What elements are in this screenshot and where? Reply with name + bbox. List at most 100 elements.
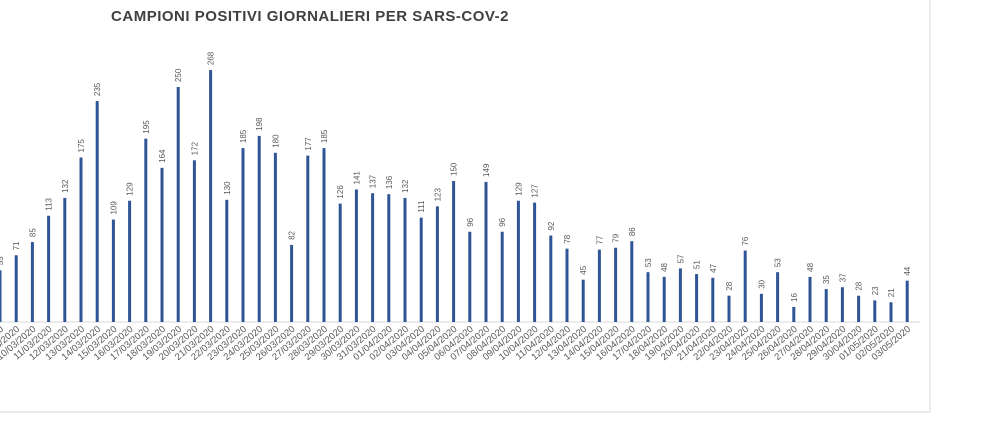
bar bbox=[209, 70, 213, 322]
value-label: 44 bbox=[903, 266, 912, 275]
value-label: 130 bbox=[223, 181, 232, 195]
bar bbox=[257, 135, 261, 322]
value-label: 79 bbox=[612, 233, 621, 242]
value-label: 172 bbox=[190, 141, 199, 155]
value-label: 132 bbox=[401, 179, 410, 193]
value-label: 86 bbox=[628, 227, 637, 236]
value-label: 21 bbox=[887, 288, 896, 297]
value-label: 78 bbox=[563, 234, 572, 243]
bar bbox=[290, 244, 294, 322]
bar bbox=[565, 248, 569, 322]
bar bbox=[95, 101, 99, 322]
value-label: 141 bbox=[352, 171, 361, 185]
value-label: 198 bbox=[255, 117, 264, 131]
bar bbox=[403, 197, 407, 322]
value-label: 16 bbox=[790, 293, 799, 302]
bar bbox=[533, 202, 537, 322]
bar bbox=[678, 268, 682, 322]
value-label: 235 bbox=[93, 82, 102, 96]
value-label: 51 bbox=[693, 260, 702, 269]
bar bbox=[0, 270, 2, 322]
bar bbox=[322, 148, 326, 322]
bar bbox=[306, 155, 310, 322]
value-label: 53 bbox=[644, 258, 653, 267]
value-label: 149 bbox=[482, 163, 491, 177]
value-label: 129 bbox=[514, 182, 523, 196]
value-label: 195 bbox=[142, 120, 151, 134]
value-label: 180 bbox=[271, 134, 280, 148]
bar bbox=[695, 274, 699, 322]
value-label: 48 bbox=[660, 262, 669, 271]
bar bbox=[160, 167, 164, 322]
bar bbox=[646, 272, 650, 322]
value-label: 185 bbox=[320, 129, 329, 143]
value-label: 82 bbox=[288, 230, 297, 239]
bar bbox=[144, 138, 148, 322]
bar bbox=[452, 181, 456, 322]
bar bbox=[759, 293, 763, 322]
value-label: 109 bbox=[109, 201, 118, 215]
chart-title: CAMPIONI POSITIVI GIORNALIERI PER SARS-C… bbox=[111, 8, 509, 25]
value-label: 250 bbox=[174, 68, 183, 82]
bar bbox=[743, 250, 747, 322]
value-label: 185 bbox=[239, 129, 248, 143]
value-label: 35 bbox=[822, 275, 831, 284]
bar bbox=[484, 181, 488, 322]
value-label: 37 bbox=[838, 273, 847, 282]
bar bbox=[14, 255, 18, 322]
bar bbox=[614, 247, 618, 322]
bar bbox=[630, 241, 634, 322]
value-label: 123 bbox=[433, 187, 442, 201]
value-label: 28 bbox=[725, 281, 734, 290]
bar bbox=[597, 249, 601, 322]
bar bbox=[500, 231, 504, 322]
bar bbox=[792, 306, 796, 322]
bar bbox=[30, 242, 34, 322]
value-label: 129 bbox=[126, 182, 135, 196]
value-label: 76 bbox=[741, 236, 750, 245]
bar bbox=[47, 215, 51, 322]
value-label: 30 bbox=[757, 279, 766, 288]
value-label: 47 bbox=[709, 263, 718, 272]
value-label: 136 bbox=[385, 175, 394, 189]
value-label: 71 bbox=[12, 241, 21, 250]
value-label: 177 bbox=[304, 137, 313, 151]
bar bbox=[662, 276, 666, 322]
value-label: 150 bbox=[450, 162, 459, 176]
value-label: 45 bbox=[579, 265, 588, 274]
bar bbox=[192, 160, 196, 322]
value-label: 137 bbox=[369, 174, 378, 188]
bar bbox=[338, 203, 342, 322]
bar bbox=[387, 194, 391, 322]
bar bbox=[905, 280, 909, 322]
bar bbox=[128, 200, 132, 322]
value-label: 175 bbox=[77, 139, 86, 153]
bar bbox=[273, 152, 277, 322]
value-label: 96 bbox=[498, 217, 507, 226]
bar bbox=[176, 87, 180, 322]
value-label: 28 bbox=[855, 281, 864, 290]
value-label: 53 bbox=[774, 258, 783, 267]
bar bbox=[435, 206, 439, 322]
bar bbox=[371, 193, 375, 322]
value-label: 48 bbox=[806, 262, 815, 271]
value-label: 113 bbox=[45, 197, 54, 210]
value-label: 268 bbox=[207, 51, 216, 65]
bar bbox=[516, 200, 520, 322]
value-label: 132 bbox=[61, 179, 70, 193]
bar bbox=[727, 295, 731, 322]
value-label: 77 bbox=[595, 235, 604, 244]
bar bbox=[419, 217, 423, 322]
bar bbox=[63, 197, 67, 322]
bar bbox=[225, 199, 229, 322]
value-label: 23 bbox=[871, 286, 880, 295]
value-label: 127 bbox=[531, 184, 540, 198]
bar bbox=[840, 287, 844, 322]
bar bbox=[889, 302, 893, 322]
value-label: 126 bbox=[336, 185, 345, 199]
value-label: 111 bbox=[417, 200, 426, 213]
value-label: 96 bbox=[466, 217, 475, 226]
bar bbox=[824, 289, 828, 322]
bar bbox=[581, 279, 585, 322]
